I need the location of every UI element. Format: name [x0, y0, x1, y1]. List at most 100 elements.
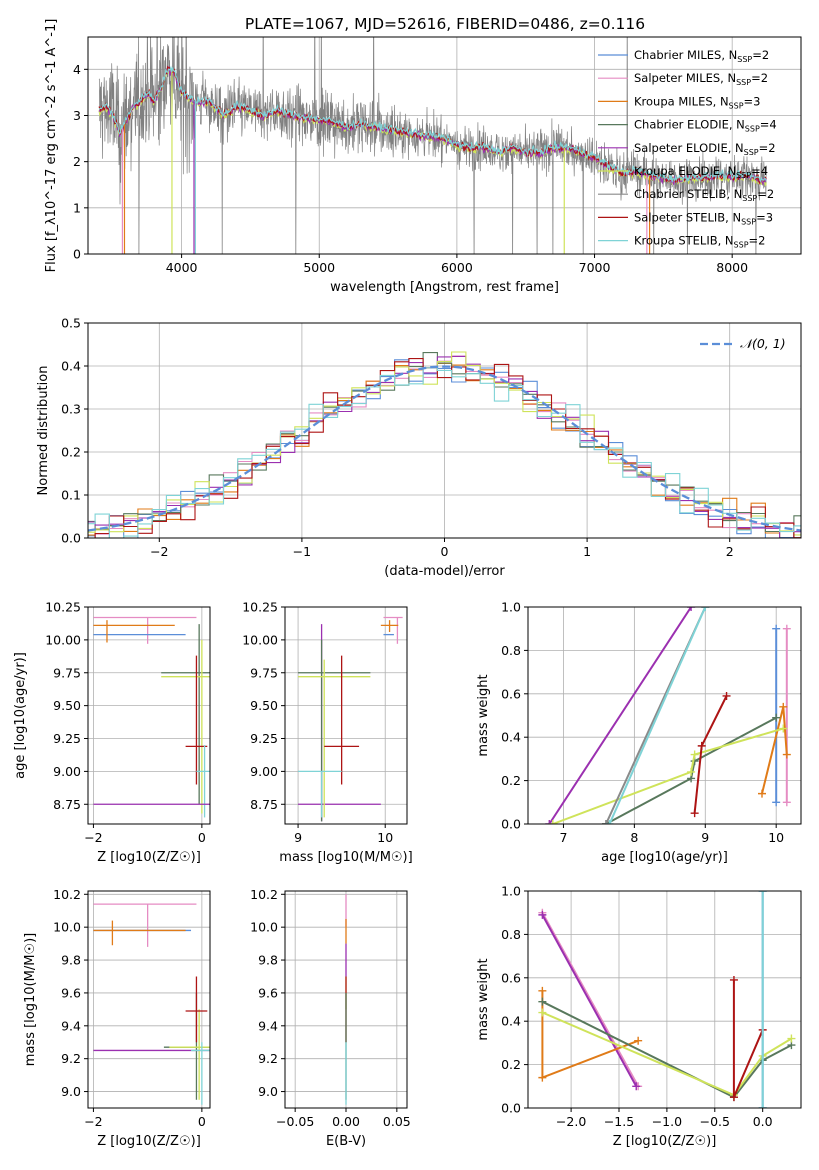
x-tick-label: 5000 — [303, 260, 335, 275]
x-tick-label: 7 — [559, 830, 567, 845]
weight-marker — [758, 789, 766, 798]
weight-marker — [605, 820, 614, 824]
normal-curve — [88, 365, 801, 532]
weight-marker — [548, 820, 557, 824]
x-tick-label: −1.0 — [652, 1114, 682, 1129]
y-tick-label: 0.8 — [501, 927, 521, 942]
legend-label: Salpeter STELIB, NSSP=3 — [634, 210, 773, 226]
model-spectrum — [98, 65, 767, 183]
y-tick-label: 2 — [73, 154, 81, 169]
y-tick-label: 9.2 — [258, 1051, 278, 1066]
weight-marker — [772, 798, 781, 807]
legend-label: Chabrier STELIB, NSSP=2 — [634, 187, 774, 203]
weight-marker — [722, 691, 731, 700]
x-tick-label: 0 — [441, 544, 449, 559]
y-tick-label: 9.8 — [258, 953, 278, 968]
y-tick-label: 9.2 — [61, 1051, 81, 1066]
grid — [88, 891, 210, 1108]
axes-overlay: −2.0 −1.5 −1.0 −0.5 0.0 0.0 0.2 0.4 0.6 0.8 1.0 Z [… — [476, 884, 802, 1149]
weight-marker — [782, 624, 791, 633]
y-tick-label: 10.2 — [250, 887, 278, 902]
y-tick-label: 9.25 — [53, 731, 81, 746]
x-tick-label: 9 — [701, 830, 709, 845]
weight-marker — [545, 820, 554, 824]
weight-series — [541, 912, 640, 1087]
axes-overlay: −2 −1 0 1 2 0.0 0.1 0.2 0.3 0.4 0.5 (data-model)/er… — [36, 316, 802, 579]
y-tick-label: 10.0 — [250, 920, 278, 935]
y-tick-label: 10.0 — [53, 920, 81, 935]
x-axis-label: wavelength [Angstrom, rest frame] — [330, 280, 559, 295]
legend: 𝒩(0, 1) — [700, 336, 786, 351]
grid — [88, 606, 210, 824]
y-tick-label: 0.2 — [501, 1057, 521, 1072]
histogram-series — [88, 367, 801, 538]
axes-frame — [527, 890, 802, 1109]
y-axis-label: age [log10(age/yr)] — [13, 652, 28, 779]
data-point — [185, 655, 208, 785]
data-point — [298, 770, 342, 818]
x-tick-label: 6000 — [441, 260, 473, 275]
mass-vs-metallicity-panel: −2 0 9.0 9.2 9.4 9.6 9.8 10.0 10.2 Z [log10(Z/Z☉)… — [23, 887, 211, 1149]
axes-frame — [87, 36, 802, 255]
weight-marker — [690, 750, 699, 759]
y-tick-label: 9.6 — [258, 985, 278, 1000]
histogram-series — [88, 359, 801, 538]
y-axis-label: mass [log10(M/M☉)] — [23, 933, 38, 1066]
x-tick-label: 8000 — [716, 260, 748, 275]
y-tick-label: 9.75 — [250, 665, 278, 680]
age-vs-metallicity-panel: −2 0 8.75 9.00 9.25 9.50 9.75 10.00 10.25 Z [log1… — [13, 600, 211, 865]
x-axis-label: E(B-V) — [326, 1134, 366, 1149]
x-tick-label: −1.5 — [604, 1114, 634, 1129]
axes-frame — [87, 606, 211, 825]
y-tick-label: 10.2 — [53, 887, 81, 902]
data-point — [93, 620, 175, 643]
plot-area — [538, 891, 796, 1108]
axes-frame — [87, 890, 211, 1109]
axes-frame — [284, 606, 408, 825]
y-axis-label: mass weight — [476, 958, 491, 1040]
plot-area — [98, 37, 767, 254]
legend-label: Kroupa MILES, NSSP=3 — [634, 94, 760, 110]
weight-marker — [758, 891, 767, 895]
y-tick-label: 3 — [73, 108, 81, 123]
weight-series — [552, 727, 784, 824]
weight-marker — [690, 809, 699, 818]
weight-marker — [687, 607, 696, 611]
y-axis-label: Flux [f_λ10^-17 erg cm^-2 s^-1 A^-1] — [44, 19, 59, 273]
mass-vs-ebv-panel: −0.05 0.00 0.05 9.0 9.2 9.4 9.6 9.8 10.0 10.2 E(B-… — [250, 887, 411, 1149]
x-axis-label: age [log10(age/yr)] — [601, 850, 728, 865]
weight-marker — [772, 713, 781, 722]
histogram-series — [88, 351, 801, 536]
data-point — [93, 920, 186, 946]
grid — [285, 606, 407, 824]
y-tick-label: 0.3 — [61, 402, 81, 417]
data-point — [383, 616, 403, 644]
y-tick-label: 10.25 — [242, 600, 278, 615]
y-axis-label: Normed distribution — [36, 366, 51, 496]
weight-marker — [782, 750, 791, 759]
x-tick-label: 0 — [198, 830, 206, 845]
plot-area — [545, 607, 791, 824]
y-tick-label: 0.8 — [501, 643, 521, 658]
x-tick-label: 2 — [726, 544, 734, 559]
y-tick-label: 9.4 — [258, 1018, 278, 1033]
weight-marker — [779, 724, 788, 733]
weight-marker — [602, 820, 610, 824]
weight-series — [548, 607, 692, 824]
x-tick-label: −0.5 — [700, 1114, 730, 1129]
spectrum-panel: 4000 5000 6000 7000 8000 0 1 2 3 4 wavelength [Ang… — [44, 19, 802, 295]
y-tick-label: 0.2 — [61, 445, 81, 460]
data-point — [380, 620, 399, 632]
weight-series — [608, 607, 707, 824]
weight-marker — [538, 1008, 547, 1017]
x-axis-label: Z [log10(Z/Z☉)] — [97, 1134, 201, 1149]
y-tick-label: 10.00 — [45, 632, 81, 647]
y-tick-label: 9.50 — [250, 698, 278, 713]
y-tick-label: 9.0 — [258, 1084, 278, 1099]
data-point — [298, 659, 371, 818]
y-tick-label: 1.0 — [501, 600, 521, 615]
data-point — [93, 903, 197, 947]
y-tick-label: 8.75 — [53, 797, 81, 812]
histogram-series — [88, 352, 801, 538]
data-point — [93, 616, 197, 644]
